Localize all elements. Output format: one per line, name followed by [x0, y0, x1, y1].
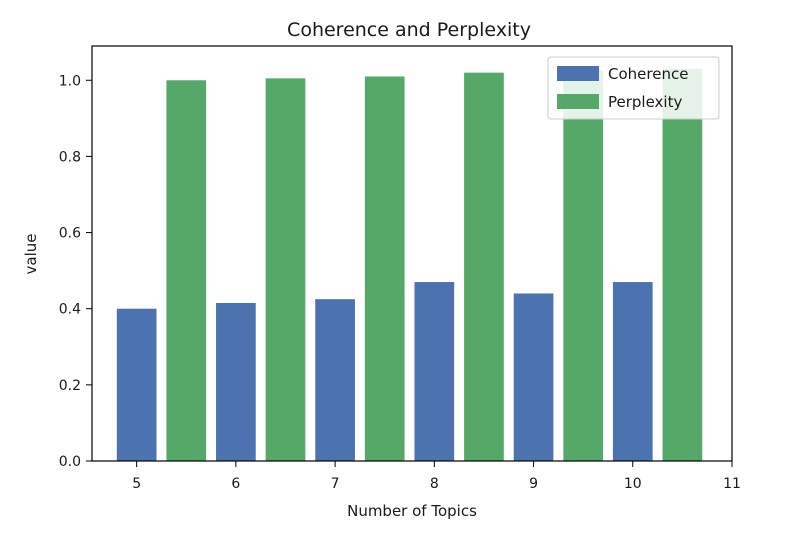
- bar-coherence-5: [612, 282, 653, 461]
- x-tick-label: 5: [132, 476, 141, 492]
- y-tick-label: 1.0: [59, 73, 81, 89]
- x-tick-label: 10: [624, 476, 642, 492]
- legend-swatch-coherence: [557, 66, 599, 81]
- x-axis-label: Number of Topics: [347, 502, 477, 520]
- bar-coherence-2: [315, 299, 355, 461]
- bar-coherence-3: [414, 282, 455, 461]
- y-tick-label: 0.0: [59, 454, 81, 470]
- bar-coherence-1: [216, 302, 256, 461]
- x-tick-label: 7: [331, 476, 340, 492]
- legend: Coherence Perplexity: [547, 56, 720, 120]
- bar-perplexity-4: [563, 70, 604, 461]
- x-tick-label: 6: [231, 476, 240, 492]
- bar-perplexity-1: [265, 78, 306, 461]
- x-tick-label: 11: [723, 476, 741, 492]
- bar-perplexity-0: [166, 80, 207, 461]
- bar-perplexity-3: [464, 72, 504, 462]
- bar-coherence-4: [513, 293, 554, 461]
- y-tick-label: 0.6: [59, 226, 81, 242]
- y-tick-label: 0.4: [59, 302, 81, 318]
- bars-layer: [116, 68, 703, 462]
- legend-label-coherence: Coherence: [608, 65, 688, 83]
- bar-coherence-0: [116, 308, 157, 461]
- y-tick-label: 0.8: [59, 149, 81, 165]
- chart-title: Coherence and Perplexity: [287, 19, 531, 41]
- legend-label-perplexity: Perplexity: [608, 93, 682, 111]
- x-tick-label: 8: [430, 476, 439, 492]
- plot-frame: [91, 45, 733, 462]
- bar-perplexity-5: [662, 68, 703, 461]
- y-axis: 0.0 0.2 0.4 0.6 0.8 1.0: [59, 73, 92, 470]
- y-axis-label: value: [22, 234, 40, 275]
- legend-swatch-perplexity: [557, 94, 599, 109]
- x-axis: 5 6 7 8 9 10 11: [132, 461, 741, 492]
- x-tick-label: 9: [529, 476, 538, 492]
- bar-perplexity-2: [364, 76, 405, 462]
- y-tick-label: 0.2: [59, 378, 81, 394]
